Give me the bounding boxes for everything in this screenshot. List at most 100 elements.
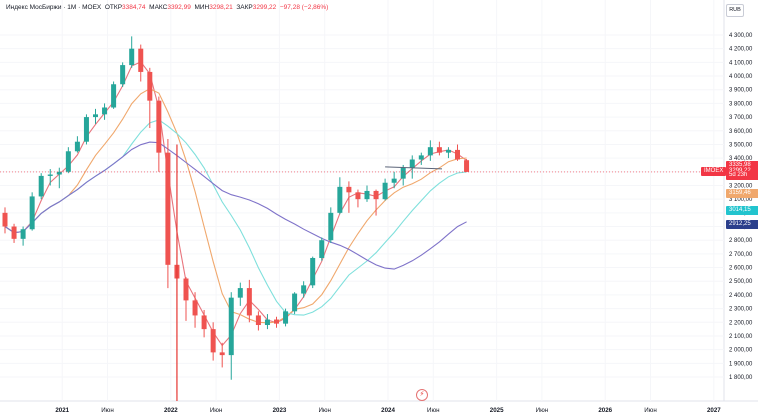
candle-body: [165, 152, 171, 265]
candle-body: [102, 107, 108, 115]
candle-body: [409, 159, 415, 168]
candle-body: [29, 196, 35, 230]
legend-close-value: 3299,22: [252, 4, 277, 11]
ma-orange-tag: 3159,46: [726, 189, 758, 199]
time-tick-label: 2023: [273, 407, 287, 414]
legend-interval: 1М: [67, 4, 77, 11]
candle-body: [20, 229, 26, 239]
ma-purple-line: [4, 141, 467, 270]
bar-countdown-tag: 5d 23h: [726, 170, 758, 180]
time-tick-label: 2024: [381, 407, 395, 414]
price-tick-label: 2 800,00: [729, 238, 753, 244]
legend-low-value: 3298,21: [209, 4, 233, 11]
candle-body: [455, 149, 460, 160]
price-tick-label: 4 200,00: [729, 47, 753, 53]
candle-body: [283, 311, 289, 324]
candle-body: [301, 285, 307, 294]
time-tick-label: 2026: [598, 407, 612, 414]
candle-body: [364, 190, 370, 200]
price-tick-label: 2 700,00: [729, 252, 753, 258]
candle-body: [436, 147, 442, 153]
legend-exchange: MOEX: [82, 4, 102, 11]
candle-body: [237, 288, 243, 298]
time-axis[interactable]: 2021 Июн 2022 Июн 2023 Июн 2024 Июн 2025 Июн 2026 И…: [55, 407, 721, 414]
price-tick-label: 3 200,00: [729, 183, 753, 189]
candle-body: [192, 300, 198, 316]
price-tick-label: 2 300,00: [729, 307, 753, 313]
price-tick-label: 2 100,00: [729, 334, 753, 340]
overlays: [0, 144, 724, 401]
candle-body: [183, 278, 189, 301]
candle-body: [292, 293, 298, 312]
price-tick-label: 2 600,00: [729, 266, 753, 272]
candle-body: [382, 182, 388, 200]
symbol-legend[interactable]: Индекс МосБиржи · 1М · MOEX ОТКР3384,74 …: [6, 4, 329, 11]
legend-close-label: ЗАКР: [236, 4, 253, 11]
ma-red-line: [4, 61, 467, 347]
time-tick-label: Июн: [101, 407, 114, 414]
candle-body: [355, 192, 361, 200]
candle-body: [129, 48, 135, 66]
candle-body: [228, 297, 234, 356]
candle-body: [264, 319, 270, 326]
candle-body: [219, 352, 225, 356]
candle-body: [47, 174, 53, 176]
candle-body: [274, 319, 279, 324]
candle-body: [210, 329, 216, 353]
candle-body: [201, 315, 207, 330]
candle-body: [156, 100, 162, 153]
time-tick-label: 2022: [164, 407, 178, 414]
legend-open-value: 3384,74: [122, 4, 146, 11]
price-tick-label: 3 800,00: [729, 101, 753, 107]
candle-body: [319, 240, 325, 258]
candle-body: [56, 171, 62, 175]
price-tick-label: 3 900,00: [729, 88, 753, 94]
time-tick-label: Июн: [210, 407, 223, 414]
legend-symbol-name: Индекс МосБиржи: [6, 4, 62, 11]
candle-body: [337, 186, 343, 213]
time-tick-label: Июн: [318, 407, 331, 414]
candle-body: [346, 186, 352, 193]
currency-button[interactable]: RUB: [726, 4, 744, 17]
price-tick-label: 3 400,00: [729, 156, 753, 162]
candle-body: [11, 226, 17, 239]
price-tick-label: 2 400,00: [729, 293, 753, 299]
candle-body: [445, 149, 451, 153]
legend-open-label: ОТКР: [104, 4, 123, 11]
candle-body: [2, 212, 8, 227]
candle-body: [418, 155, 424, 160]
legend-high-label: МАКС: [149, 4, 168, 11]
candle-body: [246, 288, 252, 316]
candle-body: [93, 114, 98, 118]
candle-body: [464, 160, 470, 172]
lightning-icon[interactable]: ⚡: [416, 389, 428, 401]
time-tick-label: Июн: [536, 407, 549, 414]
candle-body: [83, 117, 89, 142]
price-tick-label: 4 300,00: [729, 33, 753, 39]
candle-body: [400, 167, 406, 179]
price-tick-label: 1 900,00: [729, 361, 753, 367]
legend-low-label: МИН: [194, 4, 210, 11]
candle-body: [147, 71, 153, 101]
candle-body: [373, 190, 379, 200]
candle-body: [38, 175, 44, 197]
legend-change-value: −97,28 (−2,86%): [279, 4, 329, 11]
candle-body: [310, 257, 316, 286]
candle-body: [427, 147, 433, 156]
price-tick-label: 3 500,00: [729, 142, 753, 148]
moving-averages: [4, 61, 467, 347]
time-tick-label: 2027: [707, 407, 721, 414]
ma-orange-line: [4, 88, 467, 324]
candle-body: [391, 178, 397, 183]
price-tag-upper: 3335,98: [726, 161, 758, 171]
price-tick-label: 4 000,00: [729, 74, 753, 80]
symbol-tag: IMOEX: [701, 166, 727, 176]
price-tick-label: 1 800,00: [729, 375, 753, 381]
time-tick-label: 2021: [55, 407, 69, 414]
price-tick-label: 4 100,00: [729, 60, 753, 66]
ma-purple-tag: 2912,25: [726, 220, 758, 230]
time-tick-label: 2025: [490, 407, 504, 414]
candle-body: [74, 141, 80, 152]
